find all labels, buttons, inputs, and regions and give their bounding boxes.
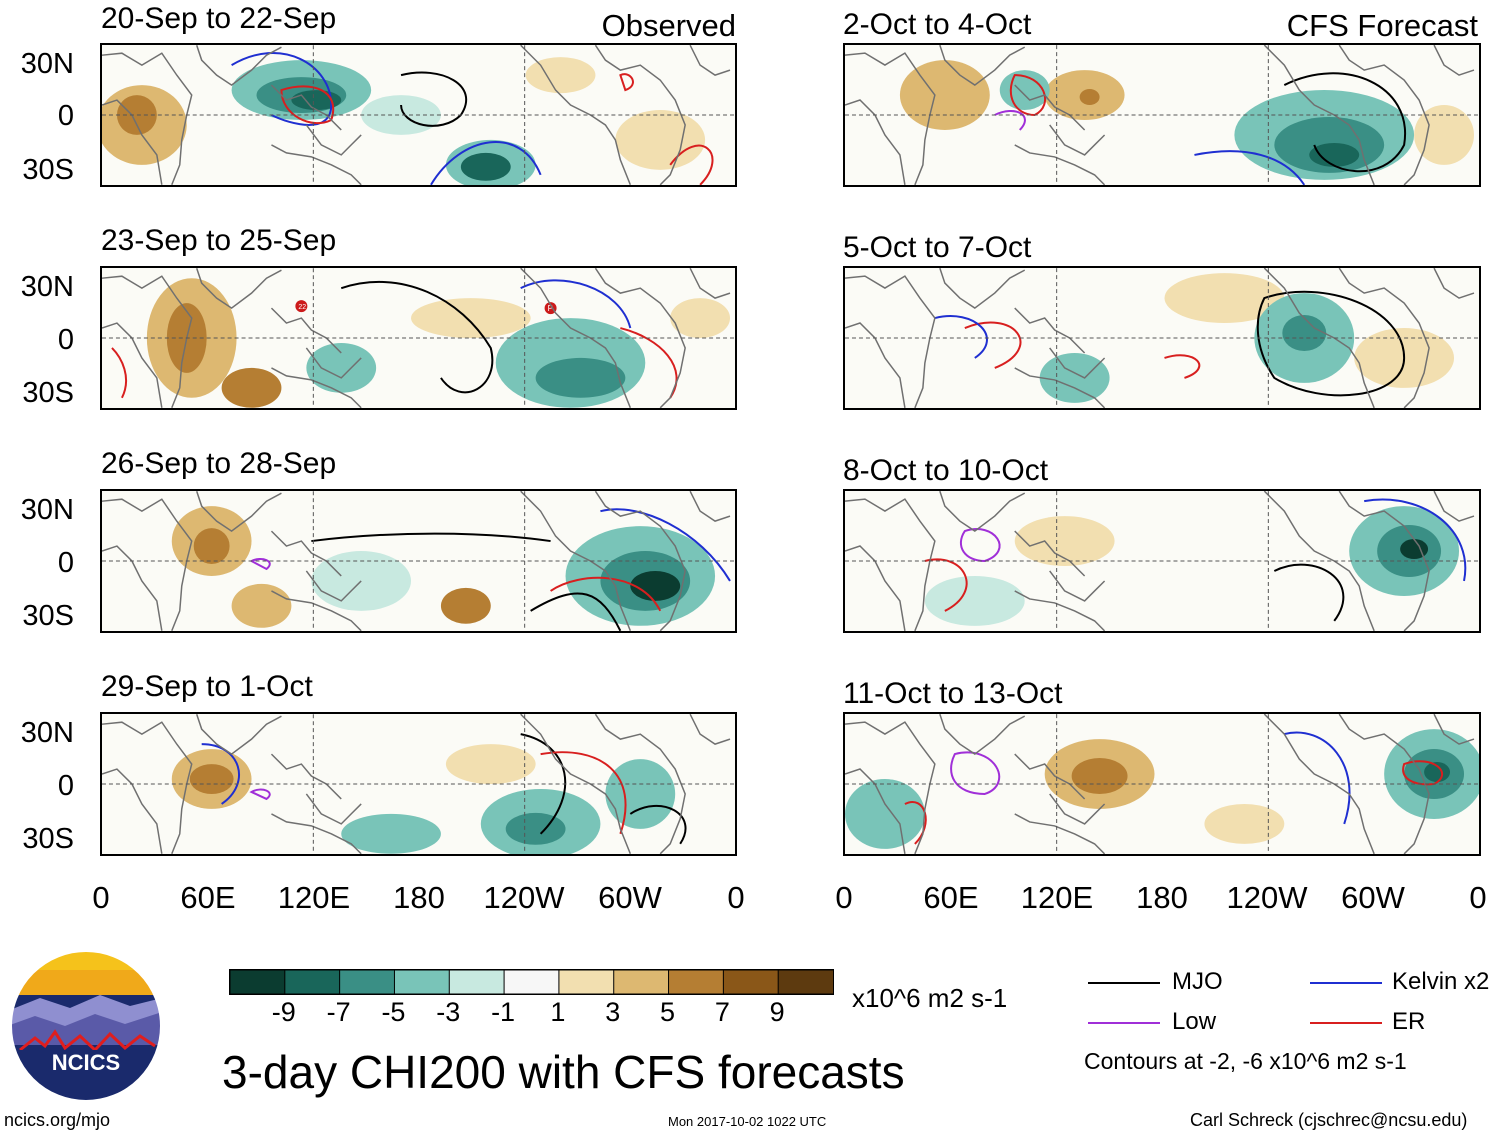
lat-label-30s: 30S [22,154,74,186]
colorbar-swatch [393,969,451,995]
footer-author: Carl Schreck (cjschrec@ncsu.edu) [1190,1110,1468,1130]
lon-label: 60E [180,880,236,915]
observed-label: Observed [601,8,736,43]
panel-title-fc-1: 2-Oct to 4-Oct [843,8,1032,41]
storm-marker-22: 22 [298,304,306,311]
panel-title-obs-2: 23-Sep to 25-Sep [101,224,337,257]
lat-label-0: 0 [57,547,74,579]
lon-label: 60E [923,880,979,915]
map-panel-fc-1 [843,43,1481,187]
lat-label-30s: 30S [22,823,74,855]
ncics-logo: NCICS [10,950,162,1102]
colorbar-tick-label: 9 [769,997,785,1027]
legend-label-kelvin: Kelvin x2 [1392,968,1490,995]
lon-label: 60W [1341,880,1405,915]
lon-label: 120E [277,880,351,915]
colorbar-tick-label: 1 [550,997,566,1027]
map-panel-fc-2 [843,266,1481,410]
colorbar-tick-label: 3 [605,997,621,1027]
colorbar-swatch [777,969,834,995]
legend-label-er: ER [1392,1008,1426,1035]
map-panel-obs-3 [100,489,737,633]
lon-label: 60W [598,880,662,915]
storm-marker-p: P [548,304,553,313]
lon-label: 0 [835,880,853,915]
colorbar [229,969,834,995]
colorbar-tick-label: 7 [714,997,730,1027]
colorbar-tick-label: -7 [326,997,351,1027]
forecast-label: CFS Forecast [1286,8,1478,43]
colorbar-tick-label: -5 [381,997,406,1027]
colorbar-swatch [722,969,780,995]
colorbar-swatch [613,969,670,995]
panel-title-fc-2: 5-Oct to 7-Oct [843,231,1032,264]
contours-note: Contours at -2, -6 x10^6 m2 s-1 [1084,1048,1407,1074]
colorbar-swatch [229,969,286,995]
lon-label: 0 [92,880,110,915]
legend-label-mjo: MJO [1172,968,1223,995]
colorbar-tick-label: -3 [436,997,461,1027]
panel-title-obs-4: 29-Sep to 1-Oct [101,670,313,703]
legend-line-kelvin [1310,982,1382,984]
colorbar-swatch [448,969,506,995]
lat-label-30n: 30N [20,48,74,80]
lon-label: 0 [1469,880,1487,915]
colorbar-swatch [668,969,725,995]
lon-label: 0 [727,880,745,915]
lon-label: 120E [1020,880,1094,915]
lat-label-30n: 30N [20,271,74,303]
footer-timestamp: Mon 2017-10-02 1022 UTC [668,1114,827,1129]
colorbar-swatches [229,969,834,995]
map-panel-fc-3 [843,489,1481,633]
lat-label-30s: 30S [22,377,74,409]
map-panel-obs-1 [100,43,737,187]
colorbar-swatch [339,969,396,995]
colorbar-tick-label: -1 [491,997,516,1027]
colorbar-tick-label: 5 [660,997,676,1027]
lon-label: 120W [1226,880,1308,915]
main-title: 3-day CHI200 with CFS forecasts [222,1046,905,1098]
panel-title-fc-4: 11-Oct to 13-Oct [843,677,1063,710]
legend-line-er [1310,1022,1382,1024]
panel-title-obs-3: 26-Sep to 28-Sep [101,447,337,480]
map-panel-obs-2: 22 P [100,266,737,410]
colorbar-swatch [503,969,560,995]
lat-label-0: 0 [57,324,74,356]
lat-label-30n: 30N [20,717,74,749]
lon-label: 180 [393,880,445,915]
panel-title-obs-1: 20-Sep to 22-Sep [101,2,337,35]
panel-title-fc-3: 8-Oct to 10-Oct [843,454,1049,487]
lat-label-0: 0 [57,770,74,802]
lon-label: 120W [483,880,565,915]
map-panel-fc-4 [843,712,1481,856]
colorbar-swatch [284,969,341,995]
logo-text: NCICS [52,1050,120,1075]
lat-label-0: 0 [57,100,74,132]
footer-url[interactable]: ncics.org/mjo [4,1110,111,1130]
legend-line-mjo [1088,982,1160,984]
legend-label-low: Low [1172,1008,1217,1035]
lon-label: 180 [1136,880,1188,915]
map-panel-obs-4 [100,712,737,856]
colorbar-tick-label: -9 [271,997,296,1027]
colorbar-units: x10^6 m2 s-1 [852,983,1008,1013]
lat-label-30s: 30S [22,600,74,632]
legend-line-low [1088,1022,1160,1024]
lat-label-30n: 30N [20,494,74,526]
colorbar-swatch [558,969,615,995]
